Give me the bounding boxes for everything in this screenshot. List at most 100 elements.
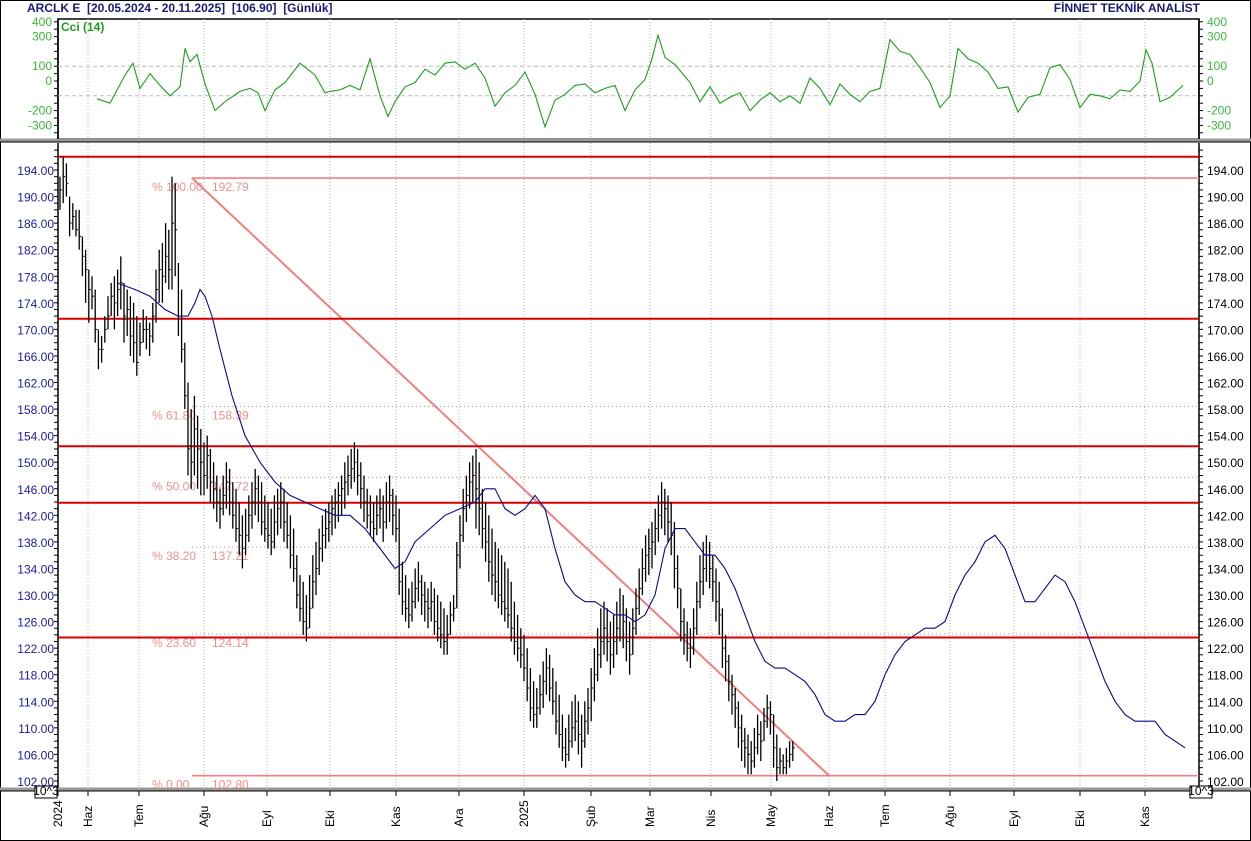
scale-badge bbox=[1189, 785, 1213, 799]
price-right-tick-label: 118.00 bbox=[1207, 669, 1243, 683]
chart-title: ARCLK E [20.05.2024 - 20.11.2025] [106.9… bbox=[27, 1, 333, 15]
brand-label: FİNNET TEKNİK ANALİST bbox=[1053, 1, 1200, 15]
xaxis-label-11: Nis bbox=[704, 810, 718, 827]
price-right-tick-label: 194.00 bbox=[1207, 164, 1244, 178]
price-right-tick-label: 186.00 bbox=[1207, 217, 1244, 231]
fib-value-label: 147.72 bbox=[212, 479, 249, 493]
price-left-tick-label: 102.00 bbox=[17, 775, 54, 789]
price-right-tick-label: 154.00 bbox=[1207, 430, 1244, 444]
price-right-tick-label: 190.00 bbox=[1207, 191, 1244, 205]
cci-left-tick-label: 400 bbox=[32, 15, 52, 29]
fib-value-label: 158.39 bbox=[212, 408, 249, 422]
price-left-tick-label: 194.00 bbox=[17, 164, 54, 178]
cci-right-tick-label: -300 bbox=[1207, 118, 1231, 132]
cci-left-tick-label: -300 bbox=[28, 118, 52, 132]
cci-plot-area bbox=[57, 18, 1200, 140]
xaxis-label-12: May bbox=[764, 804, 778, 827]
xaxis-label-14: Tem bbox=[878, 804, 892, 827]
price-right-tick-label: 150.00 bbox=[1207, 456, 1244, 470]
xaxis-label-10: Mar bbox=[643, 806, 657, 827]
price-left-tick-label: 110.00 bbox=[18, 722, 54, 736]
last-price-label: [106.90] bbox=[231, 1, 277, 15]
price-right-tick-label: 106.00 bbox=[1207, 748, 1244, 762]
cci-left-tick-label: 300 bbox=[32, 30, 52, 44]
price-right-tick-label: 102.00 bbox=[1207, 775, 1244, 789]
scale-badge-label: 10^3 bbox=[1188, 784, 1214, 798]
price-right-tick-label: 166.00 bbox=[1207, 350, 1244, 364]
fib-value-label: 102.80 bbox=[212, 778, 249, 792]
price-left-tick-label: 146.00 bbox=[17, 483, 54, 497]
price-bars bbox=[59, 156, 795, 781]
period-label: [Günlük] bbox=[283, 1, 333, 15]
fib-value-label: 124.14 bbox=[212, 636, 249, 650]
price-left-tick-label: 134.00 bbox=[17, 562, 54, 576]
price-right-tick-label: 158.00 bbox=[1207, 403, 1244, 417]
xaxis-label-17: Eki bbox=[1073, 810, 1087, 827]
price-right-tick-label: 110.00 bbox=[1207, 722, 1243, 736]
xaxis-label-1: Haz bbox=[81, 806, 95, 827]
xaxis-label-8: 2025 bbox=[517, 800, 531, 827]
price-left-tick-label: 150.00 bbox=[17, 456, 54, 470]
price-left-tick-label: 118.00 bbox=[18, 669, 54, 683]
moving-average-line bbox=[116, 282, 1186, 749]
xaxis-label-0: 2024 bbox=[51, 800, 65, 827]
price-left-tick-label: 126.00 bbox=[17, 616, 54, 630]
cci-line[interactable] bbox=[96, 33, 1184, 129]
price-left-tick-label: 178.00 bbox=[17, 270, 54, 284]
price-right-tick-label: 130.00 bbox=[1207, 589, 1244, 603]
price-right-tick-label: 114.00 bbox=[1207, 695, 1243, 709]
price-right-tick-label: 182.00 bbox=[1207, 244, 1244, 258]
cci-right-tick-label: 100 bbox=[1207, 59, 1227, 73]
price-left-tick-label: 190.00 bbox=[17, 191, 54, 205]
fib-value-label: 192.79 bbox=[212, 180, 249, 194]
price-left-tick-label: 174.00 bbox=[17, 297, 54, 311]
price-right-tick-label: 170.00 bbox=[1207, 323, 1244, 337]
fib-value-label: 137.21 bbox=[212, 549, 249, 563]
xaxis-label-18: Kas bbox=[1138, 806, 1152, 827]
price-right-tick-label: 122.00 bbox=[1207, 642, 1244, 656]
xaxis-label-3: Ağu bbox=[197, 806, 211, 827]
xaxis-label-7: Ara bbox=[452, 808, 466, 827]
xaxis-label-2: Tem bbox=[132, 804, 146, 827]
price-left-tick-label: 170.00 bbox=[17, 323, 54, 337]
cci-left-tick-label: 0 bbox=[45, 74, 52, 88]
price-left-tick-label: 106.00 bbox=[17, 748, 54, 762]
cci-left-tick-label: 100 bbox=[32, 59, 52, 73]
fib-pct-label: % 100.00 bbox=[152, 180, 203, 194]
fib-pct-label: % 61.80 bbox=[152, 408, 196, 422]
fib-pct-label: % 23.60 bbox=[152, 636, 196, 650]
price-right-tick-label: 174.00 bbox=[1207, 297, 1244, 311]
price-right-tick-label: 142.00 bbox=[1207, 509, 1244, 523]
price-right-tick-label: 134.00 bbox=[1207, 562, 1244, 576]
fib-pct-label: % 0.00 bbox=[152, 778, 190, 792]
price-right-tick-label: 126.00 bbox=[1207, 616, 1244, 630]
scale-badge-label: 10^3 bbox=[33, 784, 59, 798]
cci-right-tick-label: 0 bbox=[1207, 74, 1214, 88]
price-left-tick-label: 186.00 bbox=[17, 217, 54, 231]
xaxis-label-4: Eyl bbox=[260, 810, 274, 827]
price-left-tick-label: 130.00 bbox=[17, 589, 54, 603]
symbol-label: ARCLK E bbox=[27, 1, 81, 15]
scale-badge bbox=[34, 785, 58, 799]
date-range-label: [20.05.2024 - 20.11.2025] bbox=[87, 1, 226, 15]
price-left-tick-label: 166.00 bbox=[17, 350, 54, 364]
fib-pct-label: % 50.00 bbox=[152, 479, 196, 493]
cci-legend-label: Cci (14) bbox=[61, 20, 104, 34]
fib-trend-line[interactable] bbox=[191, 177, 830, 777]
price-right-tick-label: 146.00 bbox=[1207, 483, 1244, 497]
price-right-tick-label: 178.00 bbox=[1207, 270, 1244, 284]
price-left-tick-label: 138.00 bbox=[17, 536, 54, 550]
xaxis-label-16: Eyl bbox=[1007, 810, 1021, 827]
xaxis-label-9: Şub bbox=[584, 805, 598, 827]
xaxis-label-13: Haz bbox=[822, 806, 836, 827]
xaxis-label-5: Eki bbox=[323, 810, 337, 827]
price-left-tick-label: 142.00 bbox=[17, 509, 54, 523]
cci-right-tick-label: 400 bbox=[1207, 15, 1227, 29]
price-left-tick-label: 182.00 bbox=[17, 244, 54, 258]
cci-right-tick-label: 300 bbox=[1207, 30, 1227, 44]
price-left-tick-label: 122.00 bbox=[17, 642, 54, 656]
price-left-tick-label: 162.00 bbox=[17, 377, 54, 391]
xaxis-label-6: Kas bbox=[389, 806, 403, 827]
price-left-tick-label: 154.00 bbox=[17, 430, 54, 444]
